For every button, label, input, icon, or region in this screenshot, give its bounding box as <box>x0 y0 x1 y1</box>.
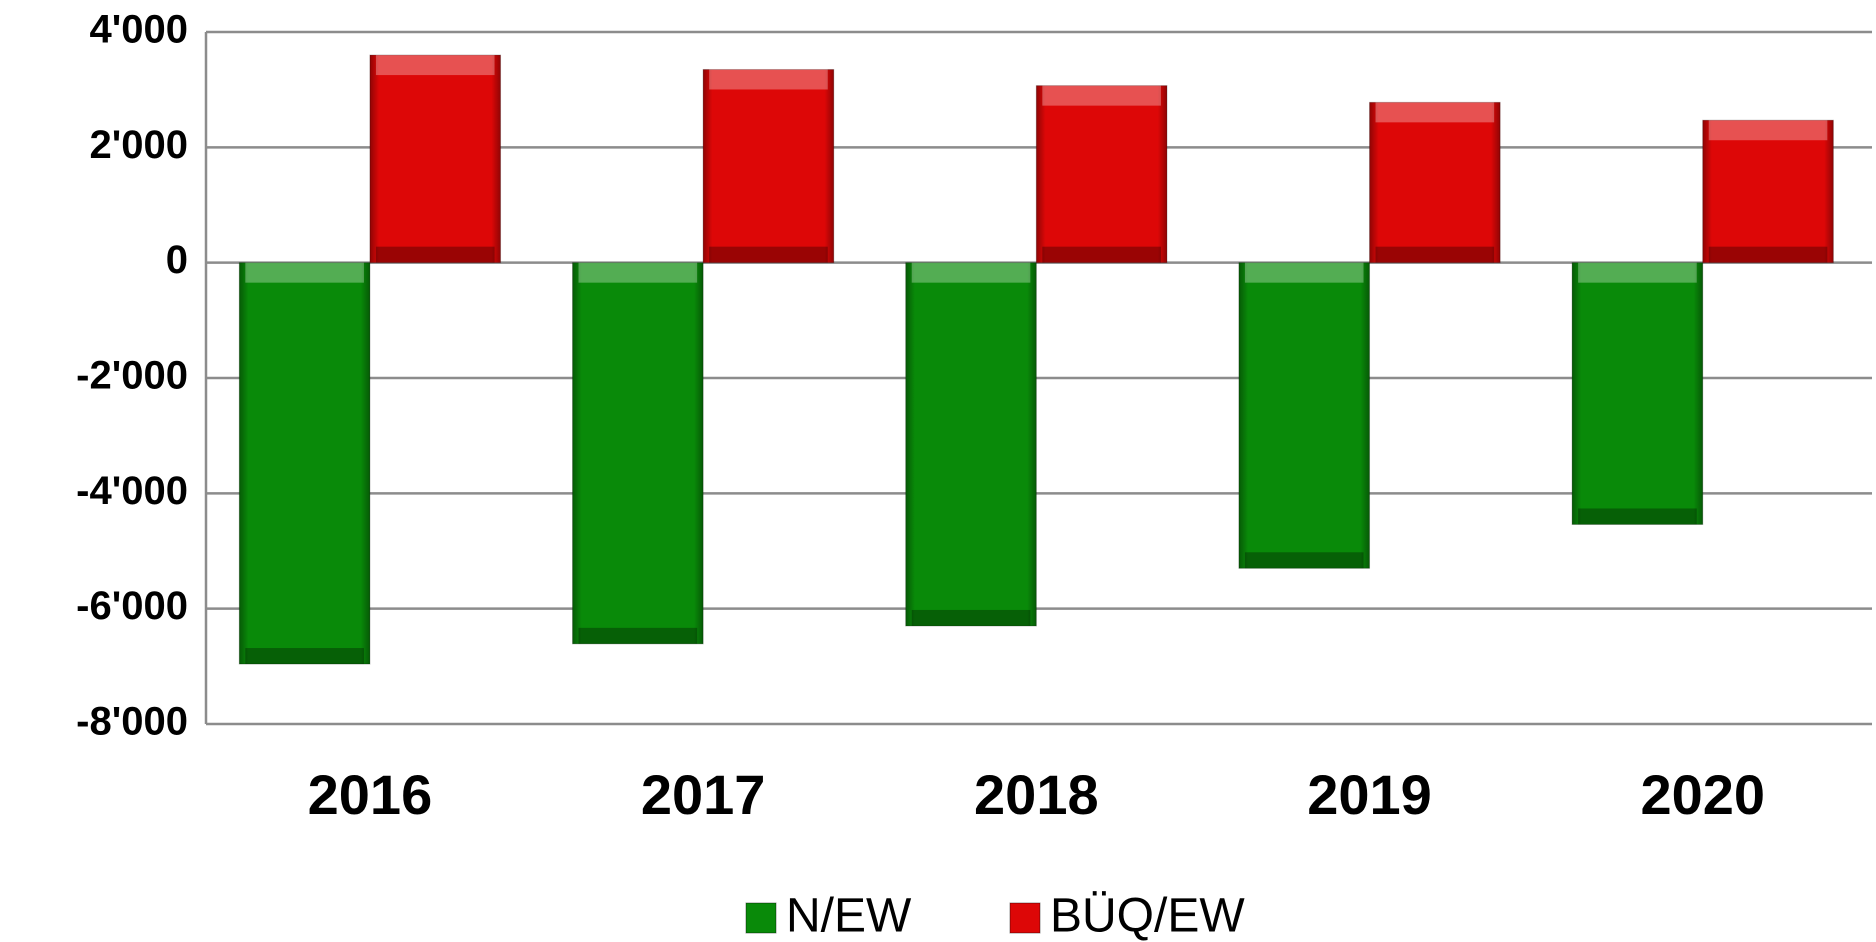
legend-swatch <box>1009 902 1041 934</box>
x-tick-label: 2017 <box>641 763 766 826</box>
legend-label: N/EW <box>786 890 912 942</box>
bar-bevel-bottom <box>1244 552 1364 569</box>
bar-bevel-top <box>1578 262 1697 283</box>
legend-label: BÜQ/EW <box>1050 890 1245 942</box>
y-tick-label: -8'000 <box>76 700 188 744</box>
bar-bevel-top <box>1042 85 1161 106</box>
bar-bevel-bottom <box>245 648 364 665</box>
legend-swatch <box>745 902 777 934</box>
bar <box>369 54 502 264</box>
bar-bevel-bottom <box>1578 508 1697 525</box>
bar <box>238 262 371 665</box>
bar <box>1238 262 1371 569</box>
bar <box>1369 101 1501 264</box>
bar-bevel-top <box>1708 120 1828 141</box>
x-tick-label: 2016 <box>308 763 433 826</box>
bar-bevel-bottom <box>375 246 495 263</box>
bar-bevel-bottom <box>709 246 828 263</box>
bar-bevel-top <box>245 262 364 283</box>
x-tick-label: 2019 <box>1307 763 1432 826</box>
bar-bevel-top <box>1244 262 1364 283</box>
bar-bevel-bottom <box>1375 246 1495 263</box>
bar <box>905 262 1037 627</box>
bar-bevel-bottom <box>911 609 1031 626</box>
bar-bevel-bottom <box>1708 246 1828 263</box>
y-tick-label: 4'000 <box>90 8 189 52</box>
bar-bevel-bottom <box>1042 246 1161 263</box>
bar-bevel-top <box>709 69 828 90</box>
y-tick-label: -2'000 <box>76 354 188 398</box>
bar-bevel-top <box>375 55 495 76</box>
bar <box>702 68 835 264</box>
bar-bevel-top <box>1375 102 1495 123</box>
y-tick-label: -4'000 <box>76 469 188 513</box>
bar-bevel-top <box>578 262 698 283</box>
y-tick-label: -6'000 <box>76 584 188 628</box>
bar-bevel-bottom <box>578 627 698 644</box>
y-tick-label: 2'000 <box>90 123 189 167</box>
bar <box>572 262 704 645</box>
x-tick-label: 2018 <box>974 763 1099 826</box>
bar <box>1571 262 1704 525</box>
bar <box>1035 85 1168 264</box>
y-tick-label: 0 <box>166 238 188 282</box>
x-tick-label: 2020 <box>1640 763 1765 826</box>
bar-bevel-top <box>911 262 1031 283</box>
bar <box>1702 119 1834 264</box>
